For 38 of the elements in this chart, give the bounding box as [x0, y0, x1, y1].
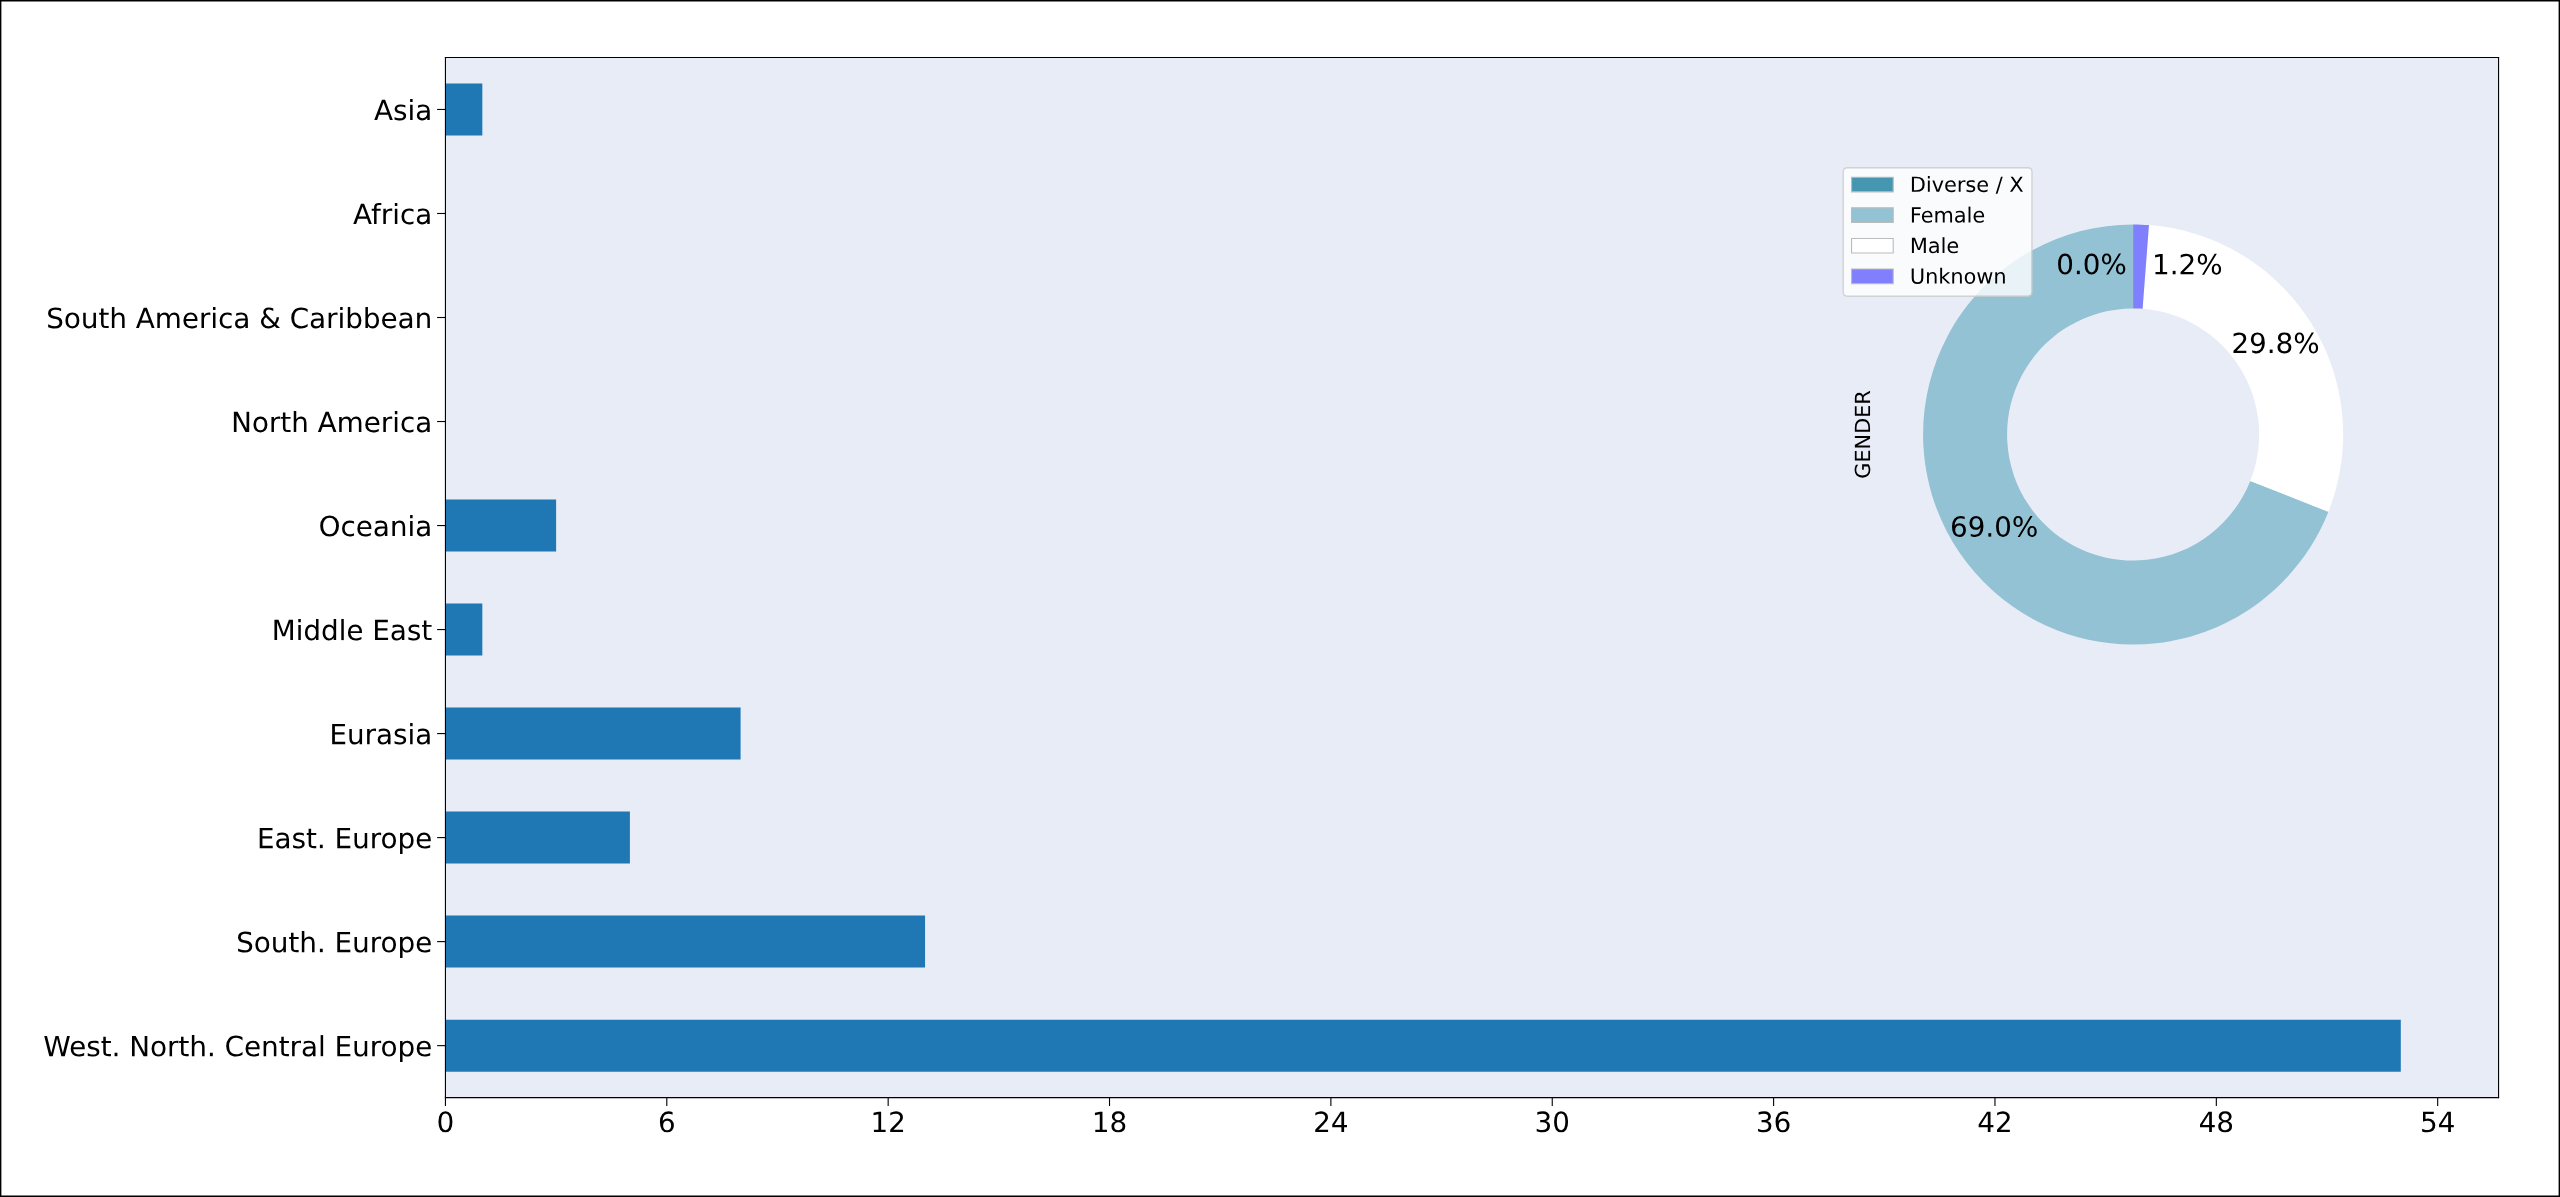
bar [445, 707, 741, 760]
data-label: 29.8% [2233, 332, 2319, 354]
bar [445, 1019, 2401, 1072]
legend-label: Diverse / X [1911, 176, 2023, 194]
y-tick-label: Middle East [274, 619, 432, 641]
data-label: 1.2% [2155, 253, 2222, 275]
y-tick-label: North America [233, 410, 430, 433]
text: GENDER [1854, 390, 1871, 478]
legend-label: Female [1911, 206, 1985, 223]
y-tick-label: Asia [374, 98, 430, 121]
bar [445, 811, 630, 864]
bar [445, 603, 483, 656]
text: 0.0% [2058, 253, 2126, 275]
donut-slice [2142, 225, 2344, 512]
y-tick-label: Eurasia [332, 723, 430, 745]
x-tick-label: 36 [1758, 1111, 1790, 1133]
donut-slice [2133, 224, 2149, 309]
bar [445, 83, 483, 136]
y-tick-label: West. North. Central Europe [44, 1035, 431, 1062]
x-tick-label: 6 [659, 1111, 674, 1133]
data-label: 69.0% [1951, 516, 2037, 538]
x-tick-label: 18 [1094, 1111, 1126, 1133]
y-tick-label: South. Europe [238, 931, 431, 958]
y-tick-label: Africa [353, 202, 430, 225]
y-tick-label: South America & Caribbean [48, 306, 430, 329]
legend-label: Unknown [1911, 267, 2005, 284]
x-tick-label: 0 [438, 1111, 453, 1133]
bar [445, 915, 926, 968]
bar [445, 499, 557, 552]
y-tick-label: Oceania [320, 514, 430, 537]
x-tick-label: 42 [1978, 1111, 2010, 1132]
legend-label: Male [1911, 237, 1959, 254]
x-tick-label: 48 [2200, 1111, 2233, 1133]
x-tick-label: 54 [2422, 1111, 2454, 1133]
x-tick-label: 24 [1315, 1111, 1347, 1132]
x-tick-label: 12 [873, 1111, 904, 1132]
x-tick-label: 30 [1536, 1111, 1569, 1133]
y-tick-label: East. Europe [259, 827, 431, 854]
